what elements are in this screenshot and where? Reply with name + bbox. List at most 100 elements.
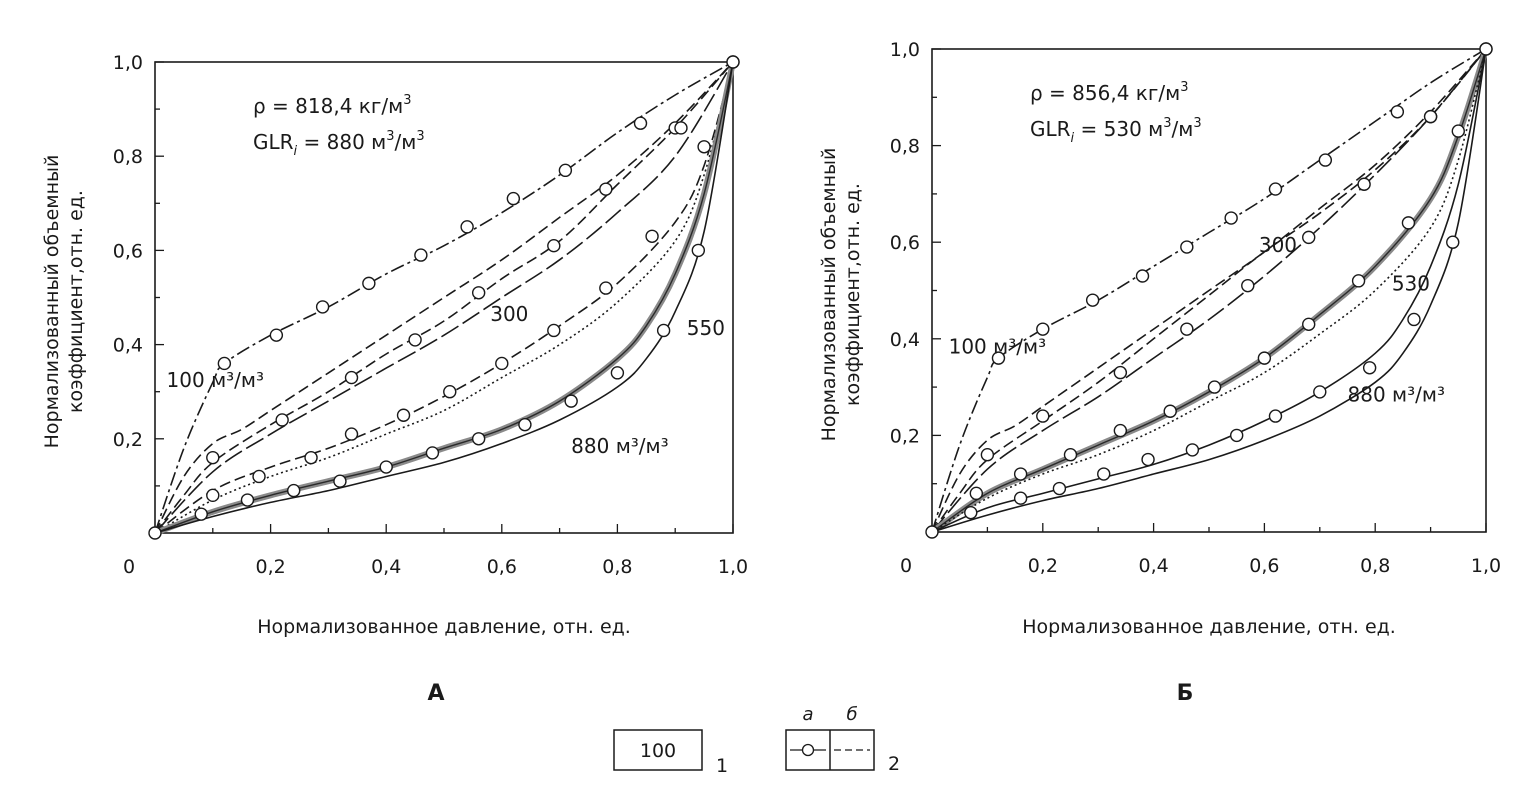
series-marker-GLR100 xyxy=(1318,153,1333,167)
series-marker-GLR100 xyxy=(633,116,648,130)
y-axis-title-line2: коэффициент,отн. ед. xyxy=(65,190,87,413)
series-marker-GLR880 xyxy=(425,446,440,460)
series-line-GLR300-b xyxy=(931,48,1487,533)
series-marker-GLR300 xyxy=(471,286,486,300)
density-annotation: ρ = 818,4 кг/м3 xyxy=(253,93,411,118)
legend-sample-a-marker xyxy=(801,743,815,757)
series-marker-GLR550 xyxy=(599,281,613,295)
series-marker-GLR880 xyxy=(656,323,671,338)
series-marker-GLR880 xyxy=(1446,235,1460,249)
glr-sub: i xyxy=(294,144,298,159)
x-tick-label: 0,2 xyxy=(1028,555,1058,577)
series-marker-GLR300 xyxy=(1357,177,1371,191)
series-marker-GLR300 xyxy=(344,370,359,385)
series-marker-GLR100 xyxy=(1268,182,1283,196)
series-marker-GLR550 xyxy=(304,450,318,465)
series-line-GLR300-a xyxy=(154,61,734,534)
series-marker-GLR300 xyxy=(980,448,995,462)
density-exp: 3 xyxy=(403,93,411,108)
series-marker-GLR880 xyxy=(471,432,486,446)
y-tick-label: 0,6 xyxy=(113,240,143,262)
x-tick-label: 0,8 xyxy=(602,556,632,578)
series-marker-GLR880 xyxy=(1313,385,1327,399)
series-marker-GLR880 xyxy=(1097,467,1111,481)
series-marker-GLR100 xyxy=(217,356,232,371)
series-marker-GLR550 xyxy=(252,469,266,484)
curve-label: 880 м³/м³ xyxy=(1348,383,1445,407)
glr-mid: = 880 м xyxy=(297,130,386,154)
legend-item-1-number: 1 xyxy=(716,755,728,777)
glr-mid: = 530 м xyxy=(1074,117,1163,141)
series-marker-GLR100 xyxy=(1390,105,1405,119)
series-marker-GLR880 xyxy=(1185,443,1200,457)
legend-sub-b: б xyxy=(846,704,857,725)
series-marker-GLR100 xyxy=(362,276,376,291)
glr-annotation: GLRi = 880 м3/м3 xyxy=(253,129,425,159)
series-marker-GLR880 xyxy=(1268,409,1283,423)
series-marker-GLR300 xyxy=(1423,109,1438,124)
x-tick-label: 1,0 xyxy=(718,556,748,578)
series-marker-GLR880 xyxy=(610,366,625,380)
x-tick-label: 0,4 xyxy=(371,556,401,578)
series-marker-GLR100 xyxy=(1135,269,1150,283)
y-tick-label: 0,6 xyxy=(890,232,920,254)
series-line-GLR550-b xyxy=(154,61,734,534)
series-line-GLR100-a xyxy=(931,48,1487,533)
chart-panel-a: 0,2 0,4 0,6 0,8 1,0 0 0,2 0,4 0,6 0,8 1,0 Нормализо… xyxy=(41,52,748,706)
series-marker-GLR530 xyxy=(969,486,984,501)
series-marker-GLR300 xyxy=(1036,409,1050,423)
y-tick-label: 0,2 xyxy=(890,425,920,447)
legend-box-1 xyxy=(613,729,703,771)
legend-sub-a: а xyxy=(802,704,813,725)
series-line-GLR300-b xyxy=(154,61,734,534)
glr-main: GLR xyxy=(253,130,294,154)
legend-item-2-number: 2 xyxy=(888,753,900,775)
series-marker-GLR530 xyxy=(1351,274,1366,288)
series-line-GLR880-b xyxy=(154,61,734,534)
series-marker-GLR100 xyxy=(269,328,284,342)
glr-exp1: 3 xyxy=(386,129,394,144)
origin-marker xyxy=(148,526,162,540)
series-marker-GLR100 xyxy=(991,351,1006,365)
series-marker-GLR880 xyxy=(287,483,301,498)
glr-tail: /м xyxy=(395,130,417,154)
y-tick-label: 0,2 xyxy=(113,429,143,451)
curve-label: 300 xyxy=(490,302,528,326)
series-marker-GLR550 xyxy=(443,385,457,399)
series-marker-GLR100 xyxy=(1085,293,1100,307)
y-axis-title-line1: Нормализованный объемный xyxy=(41,155,63,449)
density-text: ρ = 818,4 кг/м xyxy=(253,94,403,118)
series-marker-GLR530 xyxy=(1013,467,1028,481)
series-marker-GLR880 xyxy=(1052,481,1067,496)
chart-panel-b: 0,2 0,4 0,6 0,8 1,0 0 0,2 0,4 0,6 0,8 1,0 Нормализо… xyxy=(818,39,1501,706)
series-marker-GLR100 xyxy=(558,163,573,178)
series-marker-GLR530 xyxy=(1063,448,1078,462)
series-marker-GLR100 xyxy=(1036,322,1050,336)
series-marker-GLR550 xyxy=(547,323,561,338)
series-marker-GLR550 xyxy=(495,356,509,371)
series-marker-GLR530 xyxy=(1163,404,1177,418)
density-exp: 3 xyxy=(1180,80,1188,95)
series-line-GLR100-a xyxy=(154,61,734,534)
series-marker-GLR530 xyxy=(1113,423,1128,438)
x-tick-label: 0 xyxy=(123,556,135,578)
series-marker-GLR100 xyxy=(414,248,428,262)
series-line-GLR100-b xyxy=(154,61,734,534)
series-marker-GLR880 xyxy=(1229,428,1244,443)
series-marker-GLR530 xyxy=(1207,380,1222,394)
panel-letter: Б xyxy=(1177,681,1194,706)
panel-letter: А xyxy=(427,681,444,706)
series-marker-GLR880 xyxy=(1141,452,1155,467)
density-text: ρ = 856,4 кг/м xyxy=(1030,81,1180,105)
glr-tail: /м xyxy=(1172,117,1194,141)
curve-label: 530 xyxy=(1392,272,1430,296)
y-axis-title-line1: Нормализованный объемный xyxy=(818,148,840,442)
series-line-GLR550-a xyxy=(154,61,734,534)
glr-exp2: 3 xyxy=(416,129,424,144)
x-axis-title: Нормализованное давление, отн. ед. xyxy=(257,616,631,638)
series-line-GLR880-b xyxy=(931,48,1487,533)
series-marker-GLR880 xyxy=(691,243,706,258)
series-marker-GLR300 xyxy=(599,182,613,196)
series-marker-GLR100 xyxy=(1224,211,1238,225)
x-tick-label: 1,0 xyxy=(1471,555,1501,577)
